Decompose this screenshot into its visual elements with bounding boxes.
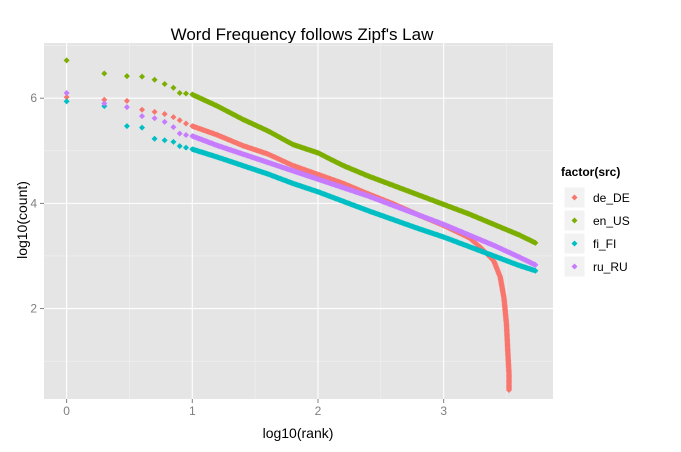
series-fi_FI (63, 98, 539, 274)
data-point (170, 114, 177, 121)
data-point (123, 104, 130, 111)
data-point (63, 89, 70, 96)
y-tick-label: 4 (30, 196, 37, 210)
data-point (161, 110, 168, 117)
legend-key-diamond (571, 263, 578, 270)
data-point (176, 117, 183, 124)
x-tick-label: 3 (440, 404, 447, 418)
data-point (531, 267, 538, 274)
data-point (63, 98, 70, 105)
legend-label: ru_RU (593, 260, 628, 274)
legend-key-diamond (571, 217, 578, 224)
data-point (506, 385, 513, 392)
legend-title: factor(src) (561, 165, 620, 179)
data-point (183, 120, 190, 127)
legend-label: en_US (593, 214, 630, 228)
data-point (170, 138, 177, 145)
data-point (139, 106, 146, 113)
data-point (123, 97, 130, 104)
data-point (531, 239, 538, 246)
y-tick-label: 2 (30, 302, 37, 316)
y-axis-ticks: 2 4 6 (30, 91, 44, 316)
legend: factor(src) de_DE en_US fi_FI ru_RU (561, 165, 630, 278)
data-point (139, 113, 146, 120)
data-point (63, 94, 70, 101)
data-point (139, 73, 146, 80)
data-point (183, 144, 190, 151)
chart-title: Word Frequency follows Zipf's Law (171, 25, 434, 44)
data-point (63, 57, 70, 64)
y-axis-title: log10(count) (14, 181, 30, 259)
y-tick-label: 6 (30, 91, 37, 105)
data-point (531, 261, 538, 268)
data-point (489, 252, 496, 259)
series-en_US (63, 57, 539, 246)
data-points (63, 57, 539, 394)
data-point (123, 123, 130, 130)
series-ru_RU (63, 89, 539, 268)
data-point (161, 137, 168, 144)
data-point (176, 130, 183, 137)
data-point (176, 143, 183, 150)
legend-item-ru_RU: ru_RU (563, 255, 628, 278)
data-point (151, 115, 158, 122)
data-point (170, 124, 177, 131)
legend-item-de_DE: de_DE (563, 186, 630, 209)
data-point (183, 90, 190, 97)
data-point (183, 132, 190, 139)
data-point (151, 135, 158, 142)
legend-item-en_US: en_US (563, 209, 630, 232)
legend-items: de_DE en_US fi_FI ru_RU (563, 186, 630, 278)
data-point (101, 96, 108, 103)
data-point (101, 100, 108, 107)
data-point (176, 89, 183, 96)
legend-item-fi_FI: fi_FI (563, 232, 616, 255)
data-point (151, 108, 158, 115)
plot-panel (44, 43, 553, 399)
series-de_DE (63, 94, 513, 394)
x-tick-label: 2 (315, 404, 322, 418)
data-point (161, 118, 168, 125)
x-tick-label: 1 (189, 404, 196, 418)
x-axis-ticks: 0 1 2 3 (63, 399, 447, 418)
legend-label: de_DE (593, 191, 630, 205)
data-point (161, 81, 168, 88)
data-point (139, 124, 146, 131)
legend-label: fi_FI (593, 237, 616, 251)
legend-key-diamond (571, 194, 578, 201)
x-axis-title: log10(rank) (263, 425, 334, 441)
data-point (123, 73, 130, 80)
x-tick-label: 0 (63, 404, 70, 418)
data-point (101, 70, 108, 77)
data-point (170, 84, 177, 91)
grid-lines (44, 43, 553, 399)
data-point (151, 76, 158, 83)
legend-key-diamond (571, 240, 578, 247)
